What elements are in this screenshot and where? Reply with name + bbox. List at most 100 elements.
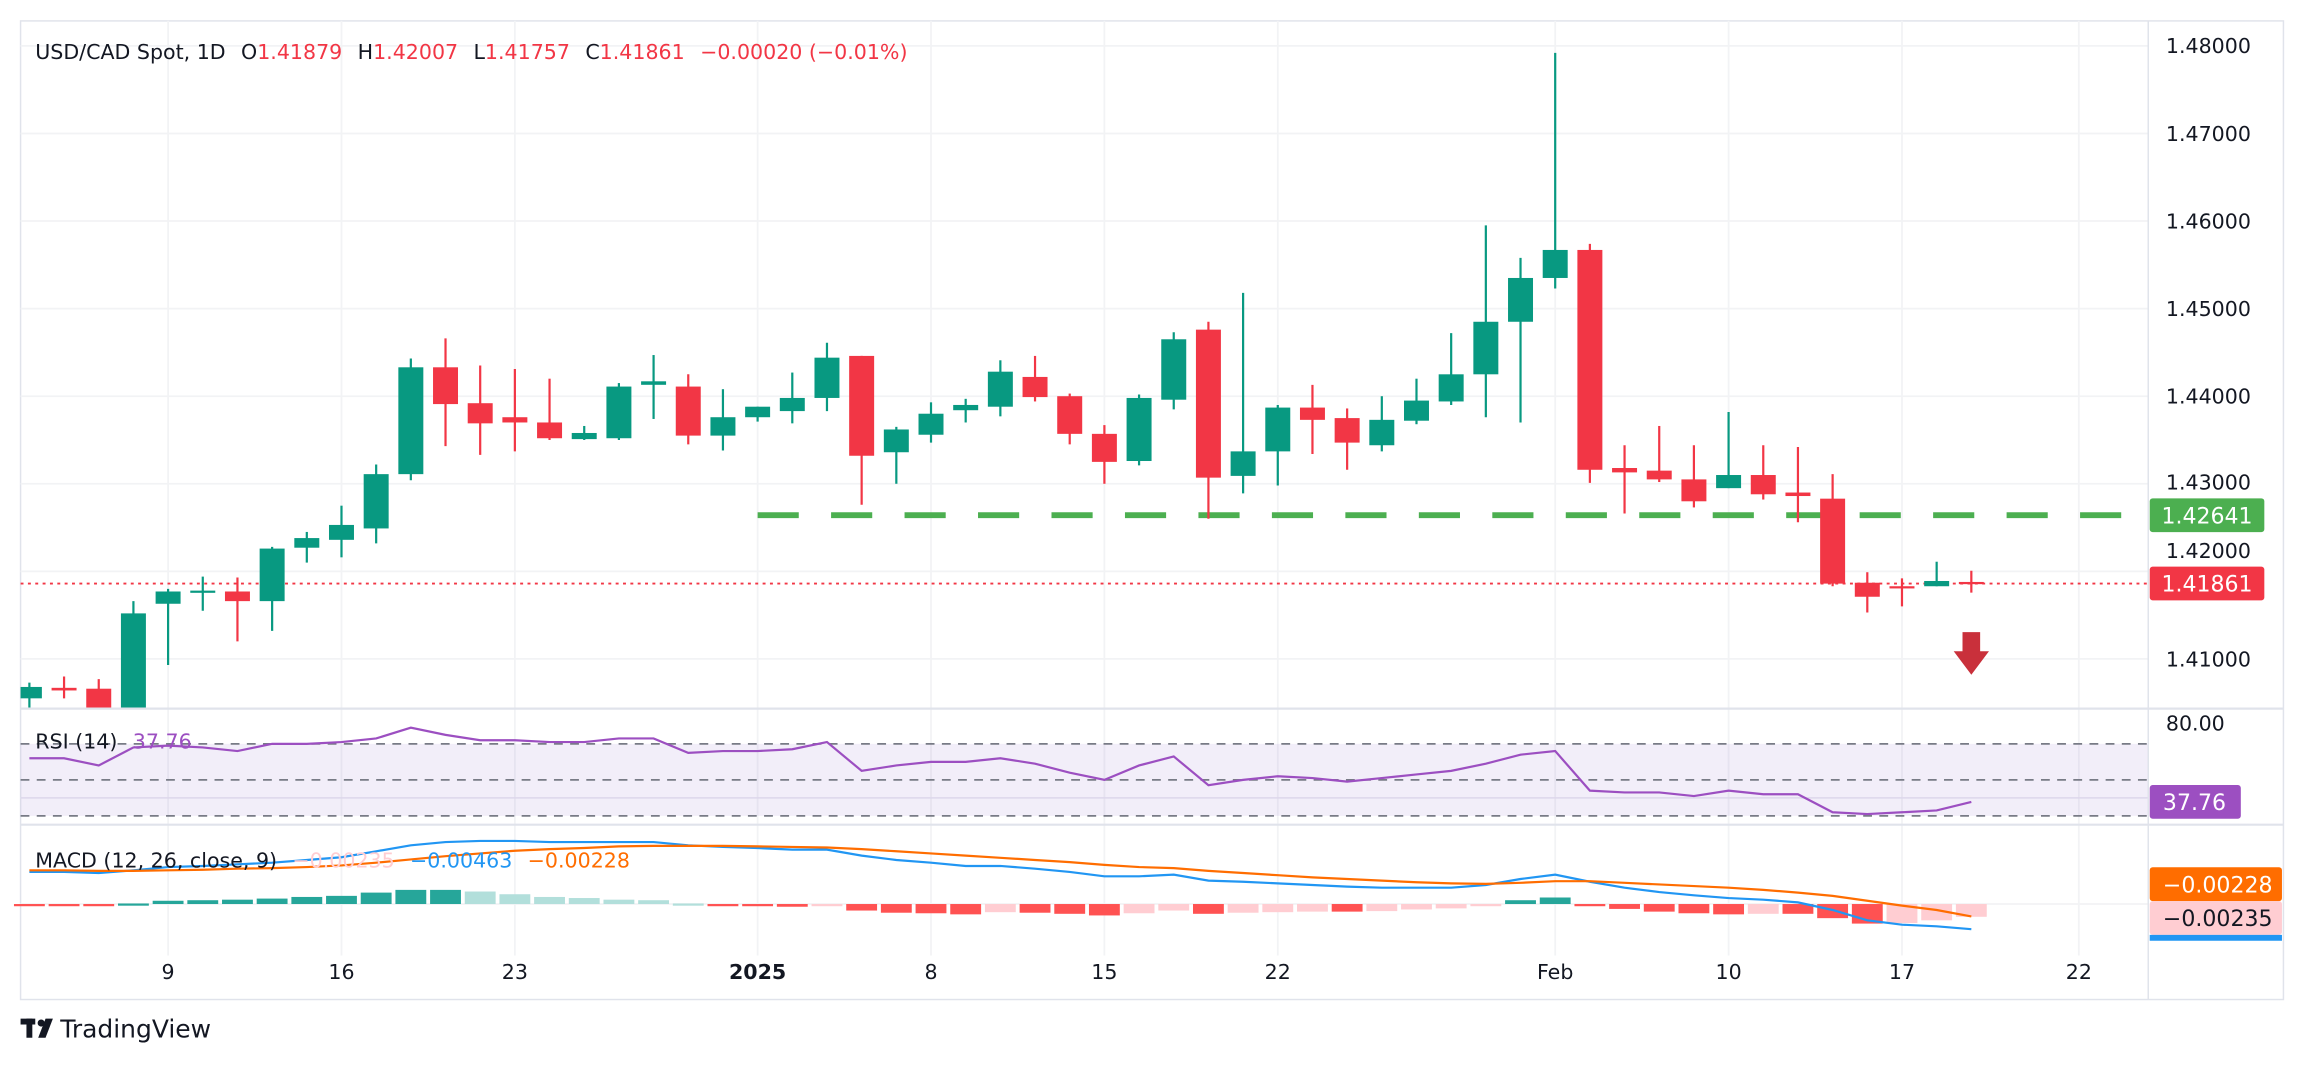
change-value: −0.00020 (−0.01%) bbox=[700, 40, 907, 64]
candle-body bbox=[1091, 433, 1117, 462]
candle[interactable] bbox=[1716, 411, 1742, 489]
macd-signal-line[interactable] bbox=[29, 844, 1972, 918]
macd-histogram-bar bbox=[1886, 904, 1918, 924]
macd-line[interactable] bbox=[29, 839, 1972, 931]
candle[interactable] bbox=[1126, 394, 1152, 466]
candle[interactable] bbox=[398, 358, 424, 481]
candle[interactable] bbox=[1889, 578, 1915, 607]
candle[interactable] bbox=[328, 505, 354, 558]
candle[interactable] bbox=[1958, 570, 1984, 593]
candle[interactable] bbox=[1924, 561, 1950, 587]
time-tick-label: 2025 bbox=[729, 960, 786, 984]
candle[interactable] bbox=[1161, 332, 1187, 410]
candle[interactable] bbox=[1265, 404, 1291, 486]
rsi-pane[interactable] bbox=[29, 726, 1972, 816]
candle[interactable] bbox=[1091, 425, 1117, 484]
macd-histogram-bar bbox=[117, 903, 149, 906]
candle[interactable] bbox=[1057, 393, 1083, 445]
candle[interactable] bbox=[1230, 292, 1256, 494]
candle[interactable] bbox=[1334, 408, 1360, 470]
candle[interactable] bbox=[17, 682, 42, 712]
macd-hist-axis-label: −0.00235 bbox=[2149, 901, 2282, 935]
macd-histogram-bar bbox=[568, 898, 600, 905]
candle[interactable] bbox=[814, 342, 840, 412]
candle-body bbox=[398, 367, 424, 475]
candle-body bbox=[1404, 400, 1429, 421]
time-tick-label: 8 bbox=[924, 960, 937, 984]
macd-legend[interactable]: MACD (12, 26, close, 9) −0.00235 −0.0046… bbox=[35, 848, 630, 872]
macd-histogram-bar bbox=[915, 904, 947, 914]
symbol-title[interactable]: USD/CAD Spot, 1D bbox=[35, 40, 225, 64]
candle[interactable] bbox=[745, 406, 771, 422]
macd-histogram-bar bbox=[846, 904, 878, 911]
candle[interactable] bbox=[1195, 321, 1221, 519]
open-value: 1.41879 bbox=[257, 40, 342, 64]
candle[interactable] bbox=[259, 546, 285, 631]
candle[interactable] bbox=[1820, 474, 1846, 587]
macd-pane[interactable] bbox=[13, 839, 1987, 931]
candle[interactable] bbox=[1299, 384, 1325, 454]
candle[interactable] bbox=[502, 369, 528, 452]
candle[interactable] bbox=[1369, 396, 1395, 452]
candle[interactable] bbox=[537, 378, 563, 440]
candle[interactable] bbox=[51, 676, 77, 699]
candle[interactable] bbox=[1646, 425, 1672, 483]
candle[interactable] bbox=[1681, 445, 1707, 508]
candle[interactable] bbox=[710, 389, 736, 451]
candle[interactable] bbox=[1022, 355, 1048, 402]
candle[interactable] bbox=[155, 588, 181, 666]
time-axis[interactable]: 9 16 23 2025 8 15 22 Feb 10 17 22 bbox=[162, 960, 2092, 984]
candle[interactable] bbox=[571, 425, 597, 440]
macd-histogram-bar bbox=[1158, 904, 1190, 911]
candle[interactable] bbox=[224, 577, 250, 642]
candle[interactable] bbox=[294, 531, 320, 563]
candle[interactable] bbox=[1404, 378, 1429, 425]
candle[interactable] bbox=[675, 374, 701, 445]
candle[interactable] bbox=[86, 679, 112, 716]
candle[interactable] bbox=[1854, 572, 1880, 613]
candle[interactable] bbox=[1612, 445, 1638, 514]
candle-body bbox=[745, 406, 771, 418]
time-tick-label: 16 bbox=[328, 960, 354, 984]
macd-histogram-bar bbox=[1747, 904, 1779, 914]
candle[interactable] bbox=[606, 383, 632, 440]
macd-histogram-bar bbox=[187, 900, 219, 905]
svg-text:−0.00235: −0.00235 bbox=[2163, 907, 2273, 932]
candle[interactable] bbox=[849, 355, 875, 505]
candle[interactable] bbox=[1508, 257, 1534, 423]
price-pane[interactable] bbox=[17, 52, 2149, 720]
candle[interactable] bbox=[190, 576, 216, 611]
candle[interactable] bbox=[433, 338, 459, 447]
candle-body bbox=[155, 591, 181, 604]
price-axis[interactable]: 1.48000 1.47000 1.46000 1.45000 1.44000 1.430… bbox=[2166, 34, 2251, 671]
candle[interactable] bbox=[1438, 333, 1464, 405]
tradingview-logo[interactable]: TradingView bbox=[20, 1015, 212, 1044]
candle-body bbox=[467, 403, 493, 424]
macd-line-value: −0.00463 bbox=[410, 848, 512, 872]
candle[interactable] bbox=[953, 398, 979, 423]
rsi-legend[interactable]: RSI (14) 37.76 bbox=[35, 729, 191, 753]
candle-body bbox=[1299, 407, 1325, 420]
macd-histogram-bar bbox=[256, 898, 288, 905]
candle[interactable] bbox=[1750, 445, 1776, 500]
candle[interactable] bbox=[1577, 243, 1603, 483]
candle-body bbox=[51, 687, 77, 691]
candle[interactable] bbox=[779, 372, 805, 424]
price-tick-label: 1.47000 bbox=[2166, 122, 2251, 146]
candle[interactable] bbox=[467, 365, 493, 455]
candle-body bbox=[20, 686, 42, 699]
candle-body bbox=[1473, 321, 1499, 375]
candle[interactable] bbox=[987, 360, 1013, 417]
candle[interactable] bbox=[1542, 52, 1568, 289]
candle[interactable] bbox=[641, 355, 667, 419]
macd-histogram-bar bbox=[222, 899, 253, 905]
candle[interactable] bbox=[120, 601, 146, 720]
candle[interactable] bbox=[918, 402, 944, 443]
macd-histogram-bar bbox=[707, 904, 739, 907]
candle[interactable] bbox=[883, 426, 909, 484]
candle[interactable] bbox=[1473, 225, 1499, 418]
rsi-line[interactable] bbox=[29, 726, 1972, 816]
candle[interactable] bbox=[363, 464, 389, 544]
candle[interactable] bbox=[1785, 446, 1811, 523]
